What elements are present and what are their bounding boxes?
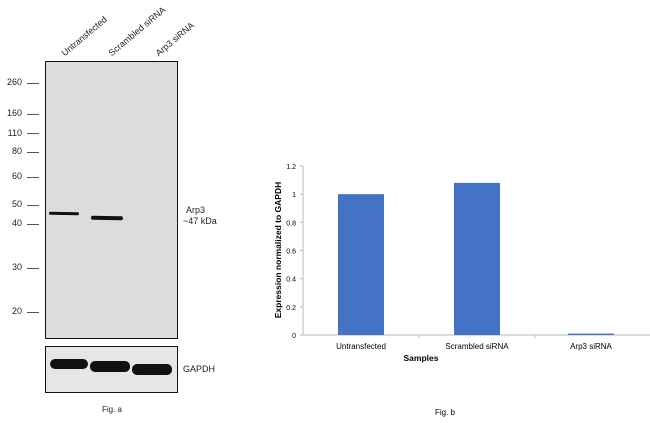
y-axis-label: Expression normalized to GAPDH xyxy=(273,182,283,319)
x-tick-label: Arp3 siRNA xyxy=(570,342,612,351)
band xyxy=(50,359,88,369)
bar-scrambled-sirna xyxy=(454,182,500,335)
y-tick-label: 0.6 xyxy=(286,249,296,256)
bar-untransfected xyxy=(338,194,384,335)
marker-label: 80 xyxy=(11,146,22,156)
y-tick-label: 0.8 xyxy=(286,220,296,227)
x-tick-label: Untransfected xyxy=(336,342,386,351)
marker-label: 40 xyxy=(11,218,22,228)
western-blot-arp3 xyxy=(45,61,178,339)
y-tick-label: 1.2 xyxy=(286,164,296,171)
band-size: ~47 kDa xyxy=(183,216,217,226)
y-tick-label: 0.4 xyxy=(286,277,296,284)
marker-label: 30 xyxy=(11,262,22,272)
band xyxy=(132,364,172,375)
western-blot-gapdh xyxy=(45,346,178,393)
y-tick-label: 1 xyxy=(292,192,296,199)
marker-label: 260 xyxy=(6,77,22,87)
y-tick-label: 0.2 xyxy=(286,305,296,312)
band-label: Arp3 xyxy=(186,205,206,215)
marker-label: 110 xyxy=(7,128,22,138)
marker-label: 20 xyxy=(11,306,22,316)
y-tick-label: 0 xyxy=(292,333,296,340)
marker-label: 50 xyxy=(11,199,22,209)
caption-b: Fig. b xyxy=(435,408,456,417)
marker-label: 60 xyxy=(11,171,22,181)
bar-arp3-sirna xyxy=(568,333,614,335)
x-tick-label: Scrambled siRNA xyxy=(445,342,509,351)
caption-a: Fig. a xyxy=(102,405,123,414)
loading-label: GAPDH xyxy=(183,364,216,374)
marker-label: 160 xyxy=(6,108,22,118)
band xyxy=(90,361,130,372)
x-axis-label: Samples xyxy=(404,353,439,363)
